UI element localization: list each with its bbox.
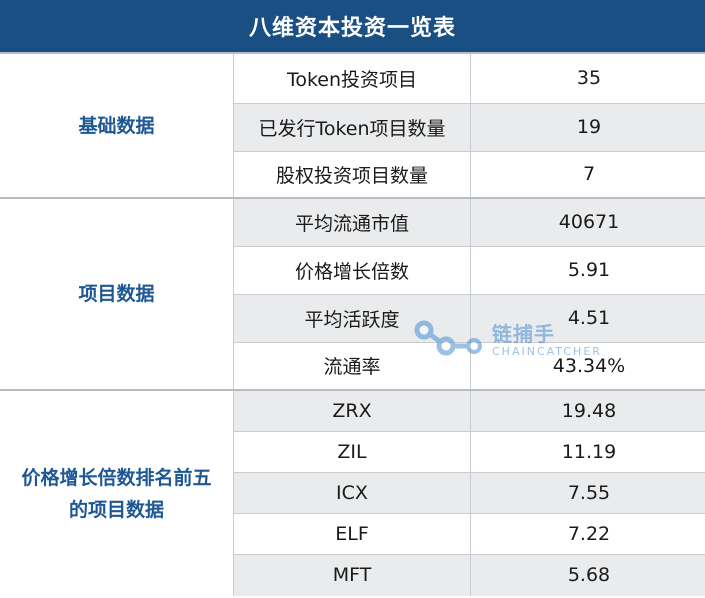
- table-row: ZIL 11.19: [0, 430, 705, 472]
- row-value: 40671: [470, 197, 705, 246]
- table-row: 价格增长倍数排名前五 的项目数据 ZRX 19.48: [0, 389, 705, 596]
- row-value: 5.91: [470, 245, 705, 294]
- table-row: 基础数据 Token投资项目 35: [0, 52, 705, 198]
- row-value: 19: [470, 102, 705, 151]
- row-name: 已发行Token项目数量: [233, 102, 471, 151]
- row-value: 43.34%: [470, 341, 705, 390]
- row-value: 35: [470, 52, 705, 103]
- row-value: 5.68: [470, 553, 705, 596]
- row-name: 平均活跃度: [233, 293, 471, 342]
- table-row: 价格增长倍数 5.91: [0, 245, 705, 294]
- row-name: 平均流通市值: [233, 197, 471, 246]
- row-value: 19.48: [470, 389, 705, 431]
- category-cell-top5: 价格增长倍数排名前五 的项目数据: [0, 389, 234, 596]
- row-value: 11.19: [470, 430, 705, 472]
- table-row: MFT 5.68: [0, 553, 705, 596]
- row-name: Token投资项目: [233, 52, 471, 103]
- category-line-2: 的项目数据: [68, 498, 164, 521]
- row-name: 股权投资项目数量: [233, 150, 471, 198]
- row-name: ZRX: [233, 389, 471, 431]
- row-value: 7.55: [470, 471, 705, 513]
- row-name: 价格增长倍数: [233, 245, 471, 294]
- investment-table: 基础数据 Token投资项目 35 已发行Token项目数量 19 股权投资项目…: [0, 52, 705, 596]
- category-line-1: 价格增长倍数排名前五: [21, 466, 212, 489]
- table-row: 已发行Token项目数量 19: [0, 102, 705, 151]
- row-name: ELF: [233, 512, 471, 554]
- row-name: 流通率: [233, 341, 471, 390]
- table-row: 股权投资项目数量 7: [0, 150, 705, 198]
- row-name: MFT: [233, 553, 471, 596]
- row-value: 7: [470, 150, 705, 198]
- table-row: 流通率 43.34%: [0, 341, 705, 390]
- row-name: ICX: [233, 471, 471, 513]
- table-row: 项目数据 平均流通市值 40671: [0, 197, 705, 390]
- row-value: 7.22: [470, 512, 705, 554]
- row-value: 4.51: [470, 293, 705, 342]
- category-cell-project: 项目数据: [0, 197, 234, 390]
- table-row: ICX 7.55: [0, 471, 705, 513]
- row-name: ZIL: [233, 430, 471, 472]
- table-row: ELF 7.22: [0, 512, 705, 554]
- page-title: 八维资本投资一览表: [0, 0, 705, 52]
- category-cell-basic: 基础数据: [0, 52, 234, 198]
